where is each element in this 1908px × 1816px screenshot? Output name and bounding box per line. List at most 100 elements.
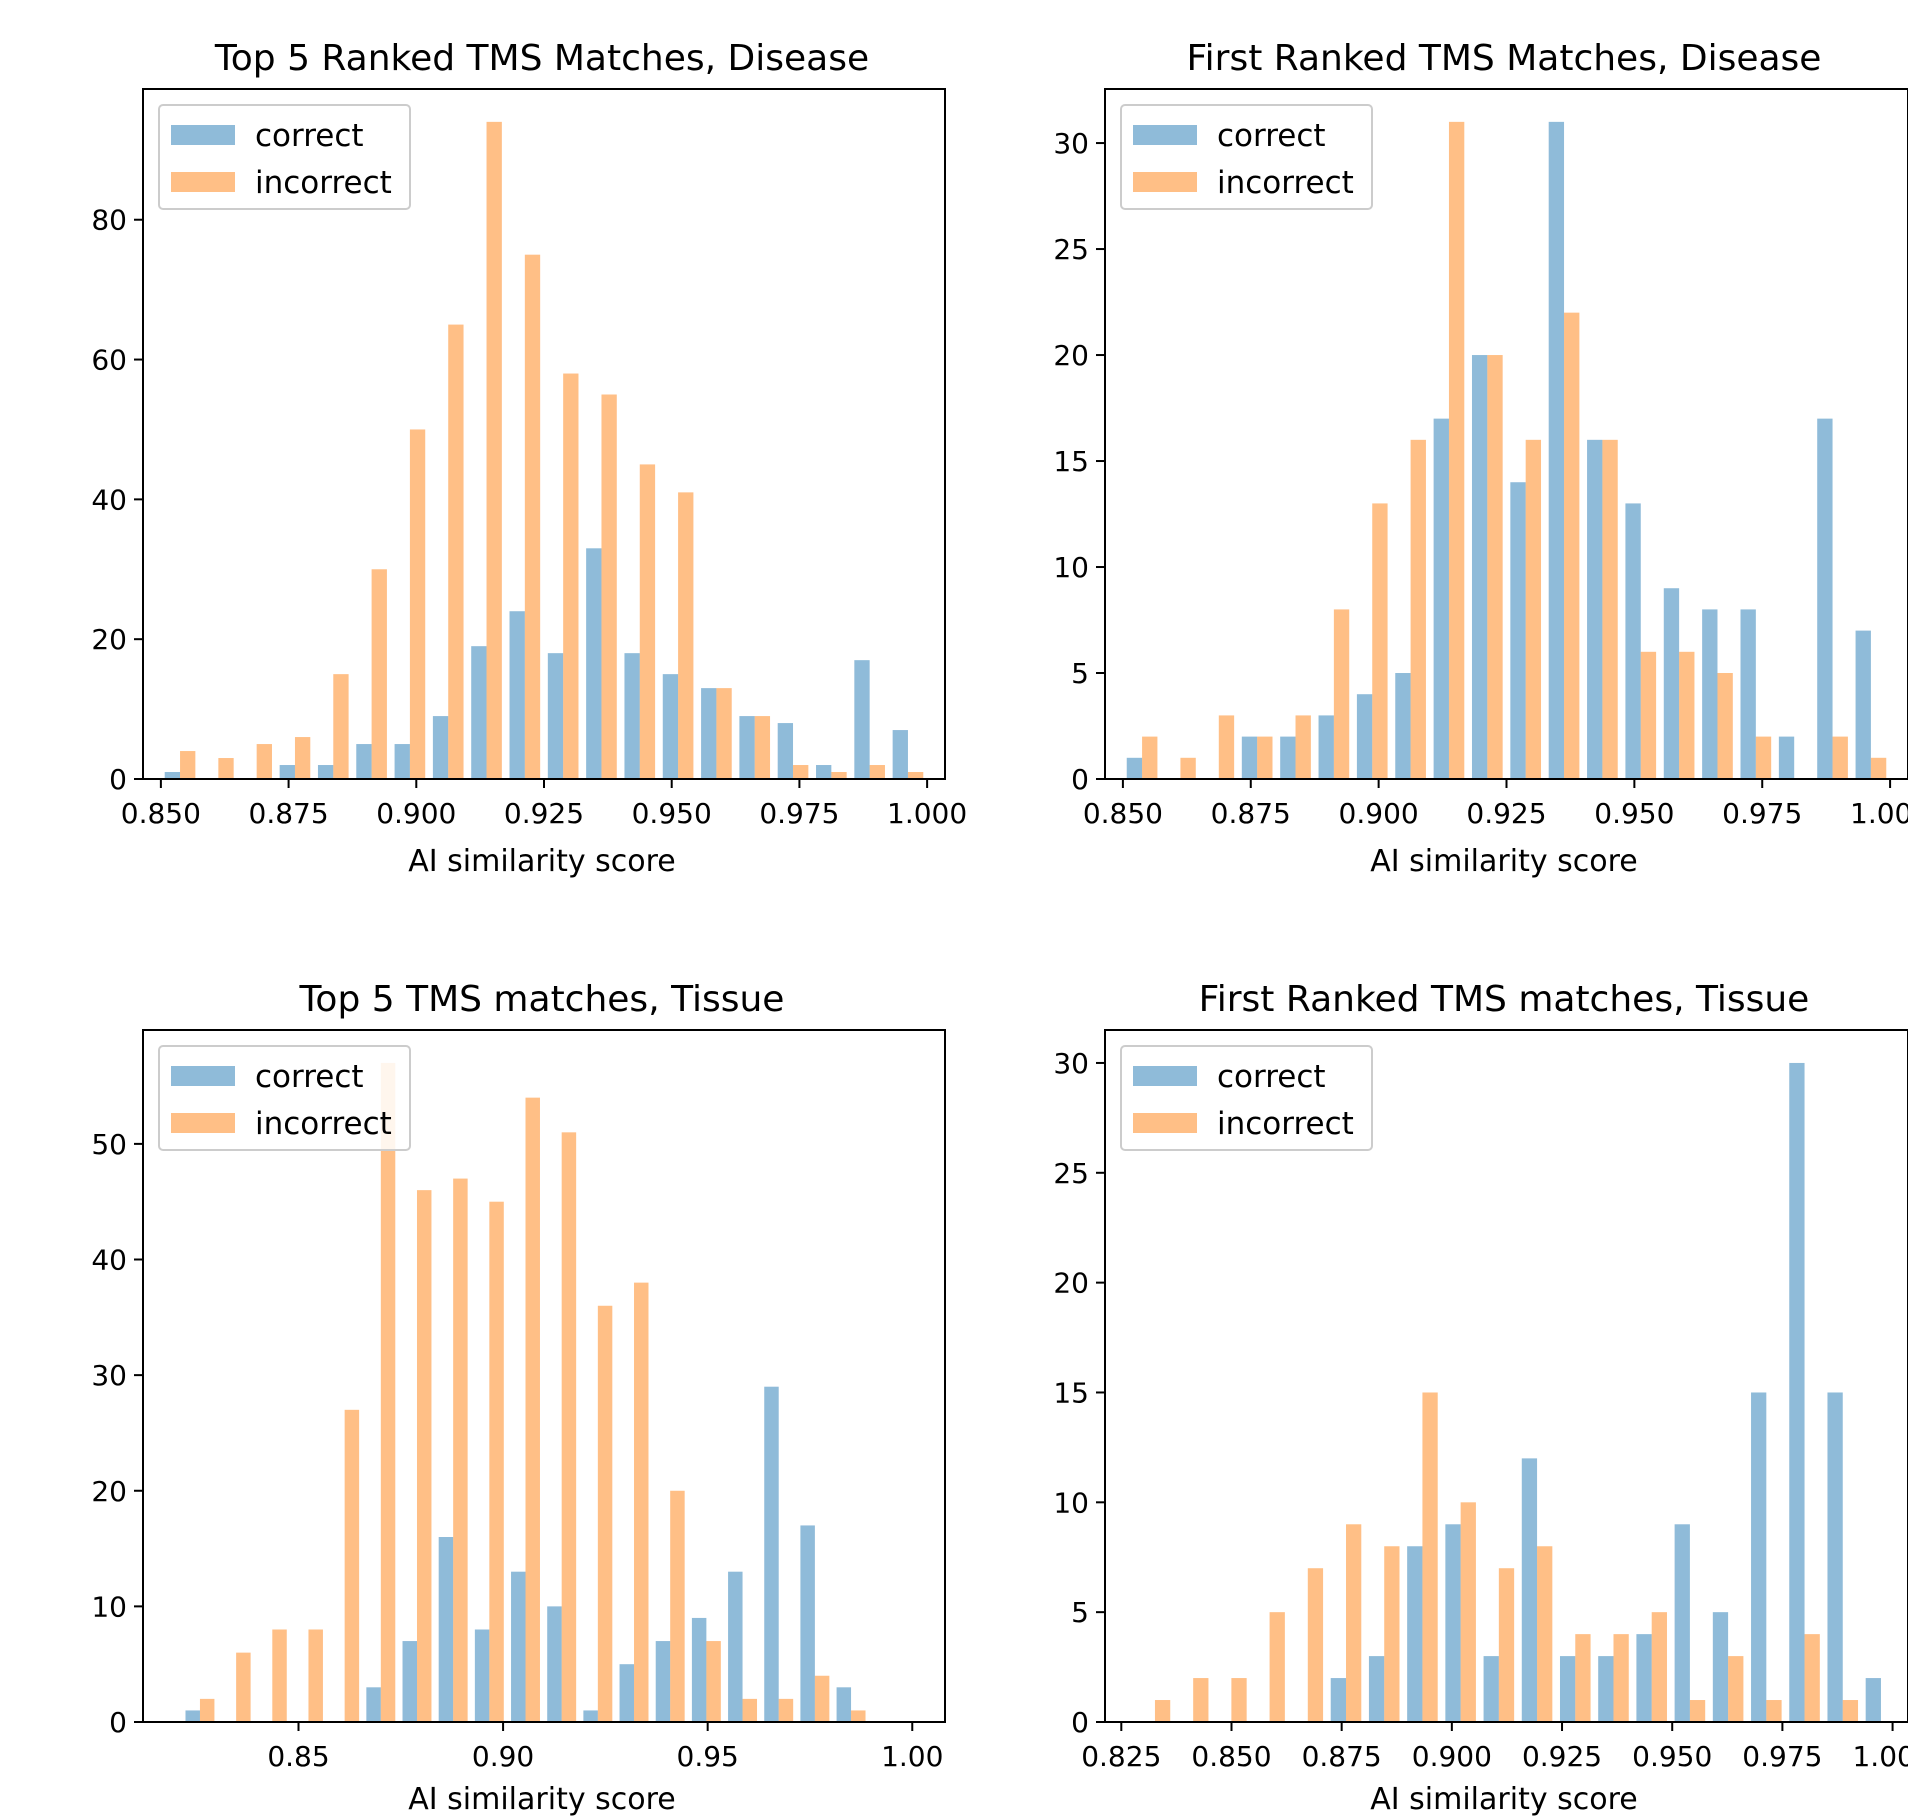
panel-top-left: Top 5 Ranked TMS Matches, Disease 0.850 0…: [91, 38, 967, 879]
bar-correct: [394, 744, 410, 779]
legend: correct incorrect: [158, 104, 411, 210]
bar-correct: [474, 1629, 490, 1722]
bar-incorrect: [1460, 1502, 1476, 1722]
panel-title: First Ranked TMS Matches, Disease: [1187, 38, 1822, 79]
bar-correct: [586, 548, 602, 779]
x-tick-label: 0.875: [1211, 797, 1291, 830]
panel-top-right: First Ranked TMS Matches, Disease 0.850 0…: [1053, 38, 1908, 879]
y-tick-label: 20: [91, 1475, 127, 1508]
y-tick-label: 0: [1071, 1706, 1089, 1739]
bar-incorrect: [1613, 1634, 1629, 1722]
bar-incorrect: [1804, 1634, 1820, 1722]
bar-incorrect: [1448, 121, 1465, 780]
bar-correct: [402, 1641, 417, 1722]
legend-label-correct: correct: [255, 1059, 364, 1095]
bar-correct: [624, 653, 640, 779]
bar-incorrect: [1679, 651, 1695, 779]
bar-correct: [1433, 418, 1449, 779]
bar-incorrect: [199, 1698, 215, 1722]
x-tick-label: 0.850: [121, 797, 201, 830]
bar-correct: [1356, 694, 1373, 779]
x-tick-label: 1.000: [887, 797, 967, 830]
y-tick-label: 50: [91, 1128, 127, 1161]
bar-correct: [317, 765, 334, 779]
bars-group: [1154, 1062, 1881, 1722]
bar-correct: [164, 772, 181, 779]
bar-correct: [1625, 503, 1641, 779]
bar-correct: [471, 646, 487, 779]
bar-incorrect: [1154, 1700, 1171, 1722]
bar-correct: [1778, 736, 1795, 779]
bar-correct: [854, 660, 870, 779]
bar-correct: [619, 1664, 635, 1722]
y-tick-label: 25: [1053, 1157, 1089, 1190]
y-tick-label: 0: [1071, 763, 1089, 796]
bar-correct: [1855, 630, 1871, 779]
bar-incorrect: [563, 373, 579, 779]
bar-correct: [1521, 1458, 1538, 1722]
bar-incorrect: [1651, 1612, 1667, 1722]
y-tick-label: 0: [109, 763, 127, 796]
bar-correct: [366, 1687, 381, 1722]
bar-incorrect: [851, 1710, 866, 1722]
bar-incorrect: [380, 1062, 396, 1722]
bar-incorrect: [1870, 757, 1887, 779]
bar-incorrect: [344, 1409, 360, 1722]
x-tick-label: 0.850: [1191, 1740, 1271, 1773]
bar-correct: [1674, 1524, 1690, 1722]
bar-incorrect: [180, 751, 196, 779]
bar-incorrect: [670, 1490, 685, 1722]
x-tick-label: 0.900: [1412, 1740, 1492, 1773]
x-tick-label: 0.925: [504, 797, 584, 830]
legend-label-correct: correct: [1217, 1059, 1326, 1095]
bar-incorrect: [1218, 715, 1235, 779]
panel-title: First Ranked TMS matches, Tissue: [1199, 979, 1810, 1020]
bar-incorrect: [453, 1178, 468, 1722]
x-tick-label: 1.000: [1850, 797, 1908, 830]
x-tick-label: 0.90: [472, 1740, 534, 1773]
y-tick-label: 10: [91, 1590, 127, 1623]
x-tick-label: 0.950: [1632, 1740, 1712, 1773]
bar-correct: [1817, 418, 1833, 779]
bar-incorrect: [1842, 1700, 1859, 1722]
bar-correct: [438, 1537, 454, 1722]
bar-incorrect: [1193, 1678, 1209, 1722]
plot-frame: [1104, 1029, 1908, 1723]
bar-correct: [655, 1641, 671, 1722]
bar-correct: [1330, 1678, 1347, 1722]
bar-incorrect: [1717, 673, 1733, 779]
y-tick-label: 60: [91, 344, 127, 377]
legend-swatch-incorrect: [171, 172, 235, 192]
x-tick-label: 0.850: [1083, 797, 1163, 830]
bar-incorrect: [1384, 1546, 1400, 1722]
bar-incorrect: [1372, 503, 1388, 779]
bar-correct: [1471, 355, 1488, 779]
bar-correct: [1751, 1392, 1767, 1722]
legend-swatch-incorrect: [171, 1113, 235, 1133]
bar-incorrect: [236, 1652, 251, 1722]
legend: correct incorrect: [1120, 1045, 1373, 1151]
y-tick-label: 40: [91, 483, 127, 516]
x-tick-label: 0.85: [267, 1740, 329, 1773]
axes-group: 0.850 0.875 0.900 0.925 0.950 0.975 1.000 0 20 40…: [91, 88, 967, 830]
bar-incorrect: [597, 1305, 613, 1722]
y-tick-label: 30: [1053, 1047, 1089, 1080]
bar-incorrect: [1537, 1546, 1553, 1722]
bar-incorrect: [1142, 736, 1158, 779]
bar-correct: [1559, 1656, 1576, 1722]
bar-correct: [356, 744, 372, 779]
bar-correct: [1368, 1656, 1385, 1722]
bar-incorrect: [793, 765, 809, 779]
legend-swatch-incorrect: [1133, 1113, 1197, 1133]
x-tick-label: 0.975: [1742, 1740, 1822, 1773]
y-tick-label: 20: [1053, 339, 1089, 372]
legend-label-incorrect: incorrect: [255, 165, 392, 201]
bar-incorrect: [486, 121, 502, 780]
bar-correct: [1241, 736, 1258, 779]
legend-swatch-correct: [171, 125, 235, 145]
x-tick-label: 0.900: [1339, 797, 1419, 830]
bar-incorrect: [416, 1190, 432, 1722]
bar-correct: [1587, 439, 1603, 779]
bar-incorrect: [218, 758, 234, 779]
